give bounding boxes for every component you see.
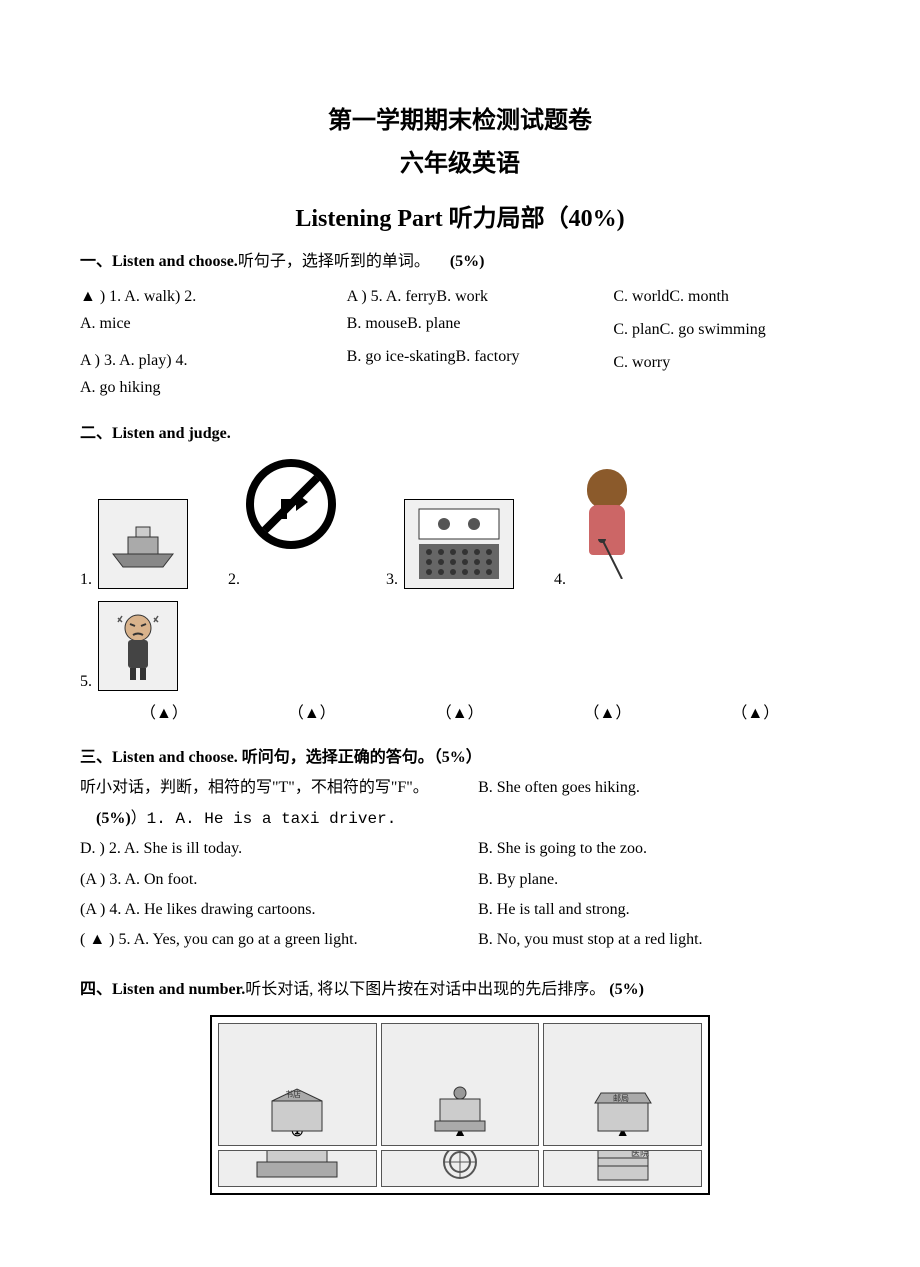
judge-item-5: 5.	[80, 601, 178, 691]
q3-2b: B. She is going to the zoo.	[478, 834, 840, 864]
q3-sub1: 听小对话，判断，相符的写"T"，不相符的写"F"。	[80, 779, 429, 796]
no-right-turn-icon	[246, 459, 346, 589]
judge-num-4: 4.	[554, 571, 566, 589]
title-main: 第一学期期末检测试题卷	[80, 100, 840, 135]
section3: 三、Listen and choose. 听问句，选择正确的答句。（5%） 听小…	[80, 743, 840, 956]
section2-marks: （▲） （▲） （▲） （▲） （▲）	[80, 699, 840, 723]
section3-heading: 三、Listen and choose. 听问句，选择正确的答句。（5%）	[80, 743, 840, 773]
section1-col2: A ) 5. A. ferryB. work B. mouseB. plane …	[347, 283, 574, 402]
judge-item-3: 3.	[386, 499, 514, 589]
q3-5a: ( ▲ ) 5. A. Yes, you can go at a green l…	[80, 925, 478, 955]
title-part: Listening Part 听力局部（40%)	[80, 198, 840, 233]
q3-3a: (A ) 3. A. On foot.	[80, 865, 478, 895]
q3-4a: (A ) 4. A. He likes drawing cartoons.	[80, 895, 478, 925]
section4-map: 书店 ① ▲ 邮局 ▲ 医院	[210, 1015, 710, 1195]
q3-1a: ）1. A. He is a taxi driver.	[131, 810, 397, 828]
q3-2a: D. ) 2. A. She is ill today.	[80, 834, 478, 864]
section1-heading-pct: (5%)	[450, 253, 485, 270]
judge-item-2: 2.	[228, 459, 346, 589]
section2-images-row1: 1. 2. 3.	[80, 459, 840, 589]
judge-num-5: 5.	[80, 673, 92, 691]
judge-item-1: 1.	[80, 499, 188, 589]
map-cell-4	[218, 1150, 377, 1187]
s1-c1-l4: A. go hiking	[80, 374, 307, 401]
judge-num-3: 3.	[386, 571, 398, 589]
s1-c3-l3: C. worry	[613, 349, 840, 376]
map-cell-3: 邮局 ▲	[543, 1023, 702, 1146]
section4-heading-pct: (5%)	[609, 981, 644, 998]
section2-heading: 二、Listen and judge.	[80, 421, 840, 447]
q3-4b: B. He is tall and strong.	[478, 895, 840, 925]
q3-3b: B. By plane.	[478, 865, 840, 895]
map-cell-1: 书店 ①	[218, 1023, 377, 1146]
map-cell-6: 医院	[543, 1150, 702, 1187]
title-sub: 六年级英语	[80, 143, 840, 178]
q3-sub2: (5%)	[96, 810, 131, 827]
s1-c2-l2: B. mouseB. plane	[347, 310, 574, 337]
section4-heading-bold: 四、Listen and number.	[80, 981, 245, 998]
mark-1: （▲）	[140, 699, 188, 723]
section1-heading-rest: 听句子，选择听到的单词。	[238, 253, 430, 270]
section1-heading: 一、Listen and choose.听句子，选择听到的单词。 (5%)	[80, 249, 840, 275]
q3-1b: B. She often goes hiking.	[478, 773, 840, 834]
mark-3: （▲）	[436, 699, 484, 723]
section1-columns: ▲ ) 1. A. walk) 2. A. mice A ) 3. A. pla…	[80, 283, 840, 402]
s1-c1-l1: ▲ ) 1. A. walk) 2.	[80, 283, 307, 310]
mark-5: （▲）	[731, 699, 779, 723]
svg-text:医院: 医院	[631, 1150, 649, 1158]
singer-icon	[572, 469, 672, 589]
section2-heading-text: 二、Listen and judge.	[80, 425, 231, 442]
mark-4: （▲）	[584, 699, 632, 723]
svg-text:书店: 书店	[285, 1089, 301, 1099]
theater-icon	[404, 499, 514, 589]
map-cell-5	[381, 1150, 540, 1187]
ship-icon	[98, 499, 188, 589]
s1-c1-l2: A. mice	[80, 310, 307, 337]
q3-left-intro: 听小对话，判断，相符的写"T"，不相符的写"F"。 (5%)）1. A. He …	[80, 773, 478, 834]
s1-c1-l3: A ) 3. A. play) 4.	[80, 347, 307, 374]
judge-item-4: 4.	[554, 469, 672, 589]
judge-num-1: 1.	[80, 571, 92, 589]
s1-c2-l3: B. go ice-skatingB. factory	[347, 343, 574, 370]
section1-col3: C. worldC. month C. planC. go swimming C…	[613, 283, 840, 402]
section4-heading-rest: 听长对话, 将以下图片按在对话中出现的先后排序。	[245, 981, 605, 998]
s1-c2-l1: A ) 5. A. ferryB. work	[347, 283, 574, 310]
map-cell-2: ▲	[381, 1023, 540, 1146]
svg-text:邮局: 邮局	[613, 1093, 629, 1103]
q3-5b: B. No, you must stop at a red light.	[478, 925, 840, 955]
section2-images-row2: 5.	[80, 601, 840, 691]
mark-2: （▲）	[288, 699, 336, 723]
s1-c3-l1: C. worldC. month	[613, 283, 840, 310]
section1-col1: ▲ ) 1. A. walk) 2. A. mice A ) 3. A. pla…	[80, 283, 307, 402]
angry-person-icon	[98, 601, 178, 691]
s1-c3-l2: C. planC. go swimming	[613, 316, 840, 343]
section4-heading: 四、Listen and number.听长对话, 将以下图片按在对话中出现的先…	[80, 976, 840, 1003]
judge-num-2: 2.	[228, 571, 240, 589]
section1-heading-bold: 一、Listen and choose.	[80, 253, 238, 270]
